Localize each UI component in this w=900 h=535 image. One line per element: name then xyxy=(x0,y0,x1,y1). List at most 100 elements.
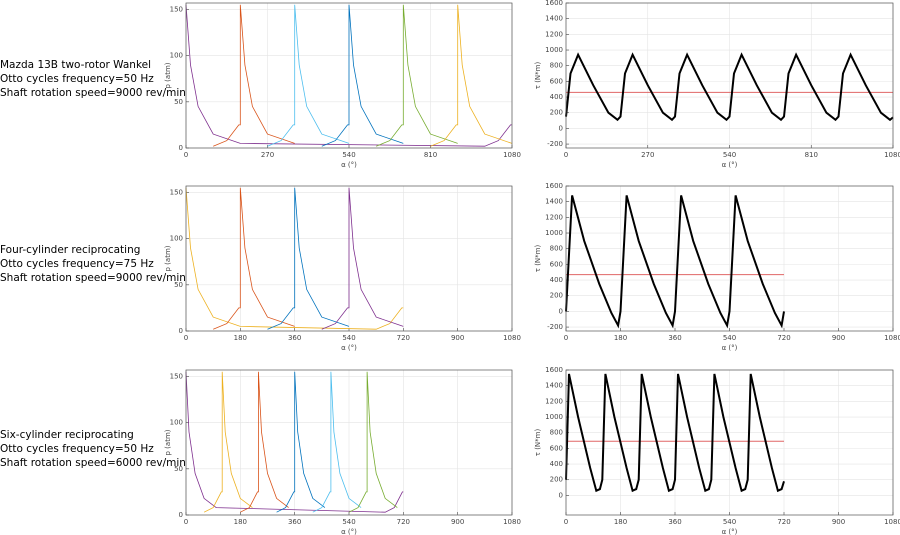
x-tick-label: 900 xyxy=(832,518,845,526)
series-line xyxy=(267,187,350,330)
y-tick-label: 800 xyxy=(550,429,563,437)
x-tick-label: 180 xyxy=(614,518,627,526)
caption: Shaft rotation speed=9000 rev/min xyxy=(0,87,186,99)
x-tick-label: 0 xyxy=(184,518,188,526)
x-tick-label: 1080 xyxy=(503,334,521,342)
x-tick-label: 0 xyxy=(564,151,568,159)
x-tick-label: 0 xyxy=(184,334,188,342)
y-tick-label: 50 xyxy=(174,281,183,289)
y-tick-label: 400 xyxy=(550,460,563,468)
x-tick-label: 0 xyxy=(564,334,568,342)
y-tick-label: 150 xyxy=(170,5,183,13)
x-tick-label: 720 xyxy=(777,334,790,342)
y-tick-label: -200 xyxy=(547,323,563,331)
x-tick-label: 270 xyxy=(261,151,274,159)
y-tick-label: 1600 xyxy=(545,182,563,190)
series-line xyxy=(267,4,350,147)
y-tick-label: 1000 xyxy=(545,46,563,54)
y-tick-label: 0 xyxy=(559,124,563,132)
x-tick-label: 1080 xyxy=(884,334,900,342)
series-line xyxy=(203,371,253,513)
y-tick-label: 0 xyxy=(179,327,183,335)
y-axis-label: p (atm) xyxy=(164,245,172,271)
x-tick-label: 0 xyxy=(564,518,568,526)
y-tick-label: 200 xyxy=(550,292,563,300)
axes-box xyxy=(185,369,513,516)
y-tick-label: 0 xyxy=(559,491,563,499)
x-tick-label: 360 xyxy=(668,518,681,526)
x-tick-label: 1080 xyxy=(884,151,900,159)
caption: Shaft rotation speed=9000 rev/min xyxy=(0,272,186,284)
x-tick-label: 180 xyxy=(234,518,247,526)
caption: Six-cylinder reciprocating xyxy=(0,429,134,441)
x-axis-label: α (°) xyxy=(722,344,738,352)
x-tick-label: 180 xyxy=(614,334,627,342)
y-tick-label: 1000 xyxy=(545,413,563,421)
y-axis-label: τ (N*m) xyxy=(534,429,542,457)
caption: Mazda 13B two-rotor Wankel xyxy=(0,59,151,71)
y-tick-label: 1400 xyxy=(545,15,563,23)
y-tick-label: 150 xyxy=(170,372,183,380)
y-tick-label: 600 xyxy=(550,444,563,452)
y-tick-label: 1400 xyxy=(545,198,563,206)
series-line xyxy=(321,4,404,147)
y-tick-label: 1600 xyxy=(545,366,563,374)
y-tick-label: 0 xyxy=(179,144,183,152)
series-line xyxy=(565,195,785,329)
caption: Otto cycles frequency=50 Hz xyxy=(0,443,154,455)
x-tick-label: 540 xyxy=(342,151,355,159)
series-line xyxy=(185,187,404,330)
x-axis-label: α (°) xyxy=(722,528,738,535)
x-tick-label: 720 xyxy=(397,334,410,342)
y-tick-label: 150 xyxy=(170,188,183,196)
y-tick-label: 1200 xyxy=(545,397,563,405)
y-axis-label: τ (N*m) xyxy=(534,245,542,273)
series-line xyxy=(565,373,785,493)
x-tick-label: 720 xyxy=(397,518,410,526)
x-tick-label: 360 xyxy=(668,334,681,342)
y-tick-label: 1000 xyxy=(545,229,563,237)
x-axis-label: α (°) xyxy=(341,528,357,535)
axes-box xyxy=(185,2,513,149)
x-tick-label: 1080 xyxy=(884,518,900,526)
y-tick-label: 1200 xyxy=(545,30,563,38)
x-tick-label: 360 xyxy=(288,334,301,342)
x-tick-label: 360 xyxy=(288,518,301,526)
y-axis-label: τ (N*m) xyxy=(534,62,542,90)
series-line xyxy=(565,52,894,122)
y-tick-label: 0 xyxy=(179,511,183,519)
x-tick-label: 180 xyxy=(234,334,247,342)
x-tick-label: 540 xyxy=(342,334,355,342)
series-line xyxy=(213,4,295,147)
y-tick-label: 800 xyxy=(550,245,563,253)
series-line xyxy=(312,371,362,513)
y-tick-label: 200 xyxy=(550,476,563,484)
y-tick-label: 600 xyxy=(550,260,563,268)
y-tick-label: 400 xyxy=(550,276,563,284)
x-tick-label: 900 xyxy=(451,518,464,526)
caption: Otto cycles frequency=75 Hz xyxy=(0,258,154,270)
series-line xyxy=(185,371,404,513)
x-tick-label: 270 xyxy=(641,151,654,159)
x-tick-label: 900 xyxy=(451,334,464,342)
y-tick-label: 600 xyxy=(550,77,563,85)
series-line xyxy=(376,4,458,147)
y-tick-label: 50 xyxy=(174,465,183,473)
y-tick-label: 100 xyxy=(170,52,183,60)
x-tick-label: 1080 xyxy=(503,518,521,526)
series-line xyxy=(348,371,398,513)
axes-box xyxy=(185,185,513,332)
y-tick-label: 50 xyxy=(174,98,183,106)
x-tick-label: 540 xyxy=(723,334,736,342)
y-axis-label: p (atm) xyxy=(164,429,172,455)
x-tick-label: 540 xyxy=(723,151,736,159)
series-line xyxy=(321,187,404,330)
x-axis-label: α (°) xyxy=(341,161,357,169)
y-tick-label: 1600 xyxy=(545,0,563,7)
x-axis-label: α (°) xyxy=(722,161,738,169)
series-line xyxy=(240,371,289,513)
x-tick-label: 720 xyxy=(777,518,790,526)
y-tick-label: 0 xyxy=(559,307,563,315)
x-tick-label: 0 xyxy=(184,151,188,159)
